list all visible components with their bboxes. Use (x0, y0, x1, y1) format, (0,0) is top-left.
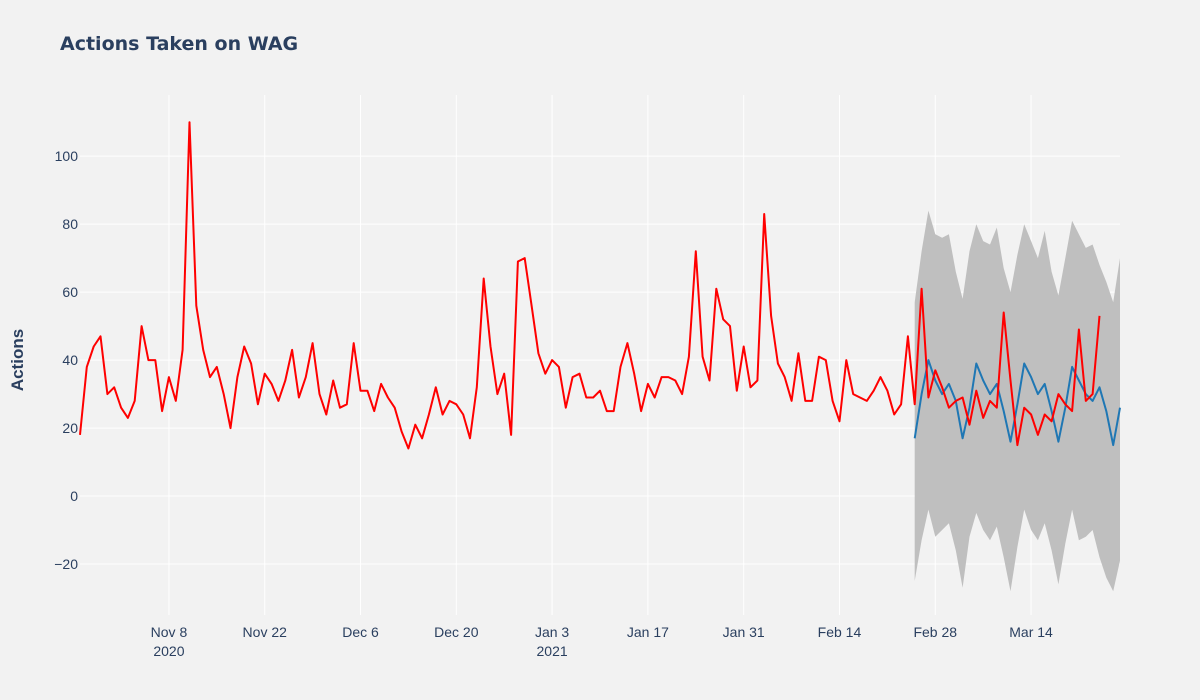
chart-title: Actions Taken on WAG (60, 33, 298, 55)
series-line-actual (79, 121, 1101, 450)
y-tick-label: 0 (70, 488, 78, 504)
x-tick-year-label: 2021 (537, 643, 568, 659)
y-tick-label: 40 (62, 352, 78, 368)
x-tick-label: Feb 14 (818, 624, 862, 640)
series-layer (79, 121, 1121, 450)
y-axis-title: Actions (8, 329, 27, 391)
y-tick-label: 80 (62, 216, 78, 232)
x-tick-label: Jan 17 (627, 624, 669, 640)
x-tick-label: Nov 22 (243, 624, 288, 640)
x-tick-label: Nov 8 (151, 624, 188, 640)
x-tick-label: Jan 3 (535, 624, 569, 640)
x-tick-label: Dec 6 (342, 624, 379, 640)
y-tick-label: 20 (62, 420, 78, 436)
y-tick-label: 100 (55, 148, 79, 164)
x-tick-label: Mar 14 (1009, 624, 1053, 640)
y-tick-label: 60 (62, 284, 78, 300)
y-tick-label: −20 (54, 556, 78, 572)
x-tick-year-label: 2020 (153, 643, 184, 659)
y-tick-labels: −20 0 20 40 60 80 100 (54, 148, 78, 572)
x-tick-label: Jan 31 (723, 624, 765, 640)
x-tick-label: Feb 28 (913, 624, 957, 640)
x-tick-label: Dec 20 (434, 624, 479, 640)
x-tick-labels: Nov 8 2020 Nov 22 Dec 6 Dec 20 Jan 3 2021 Jan 1… (151, 624, 1053, 659)
